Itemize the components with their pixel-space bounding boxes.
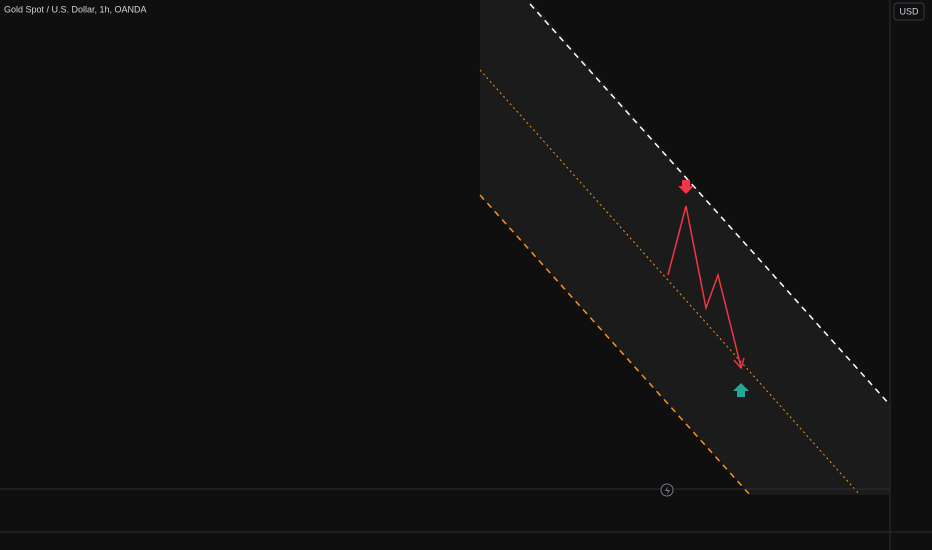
projection-path (667, 205, 742, 368)
currency: USD (899, 6, 919, 16)
price-axis (890, 0, 932, 550)
channel-mid (479, 69, 861, 496)
projection-arrowhead (733, 357, 745, 370)
channel-top (529, 3, 891, 406)
alert-bolt (665, 486, 670, 495)
currency-box (893, 2, 925, 21)
channel-shade (480, 0, 890, 495)
up-arrow (733, 383, 749, 397)
channel-bottom (479, 194, 751, 496)
down-arrow (678, 180, 694, 194)
chart-title: Gold Spot / U.S. Dollar, 1h, OANDA (4, 4, 147, 14)
